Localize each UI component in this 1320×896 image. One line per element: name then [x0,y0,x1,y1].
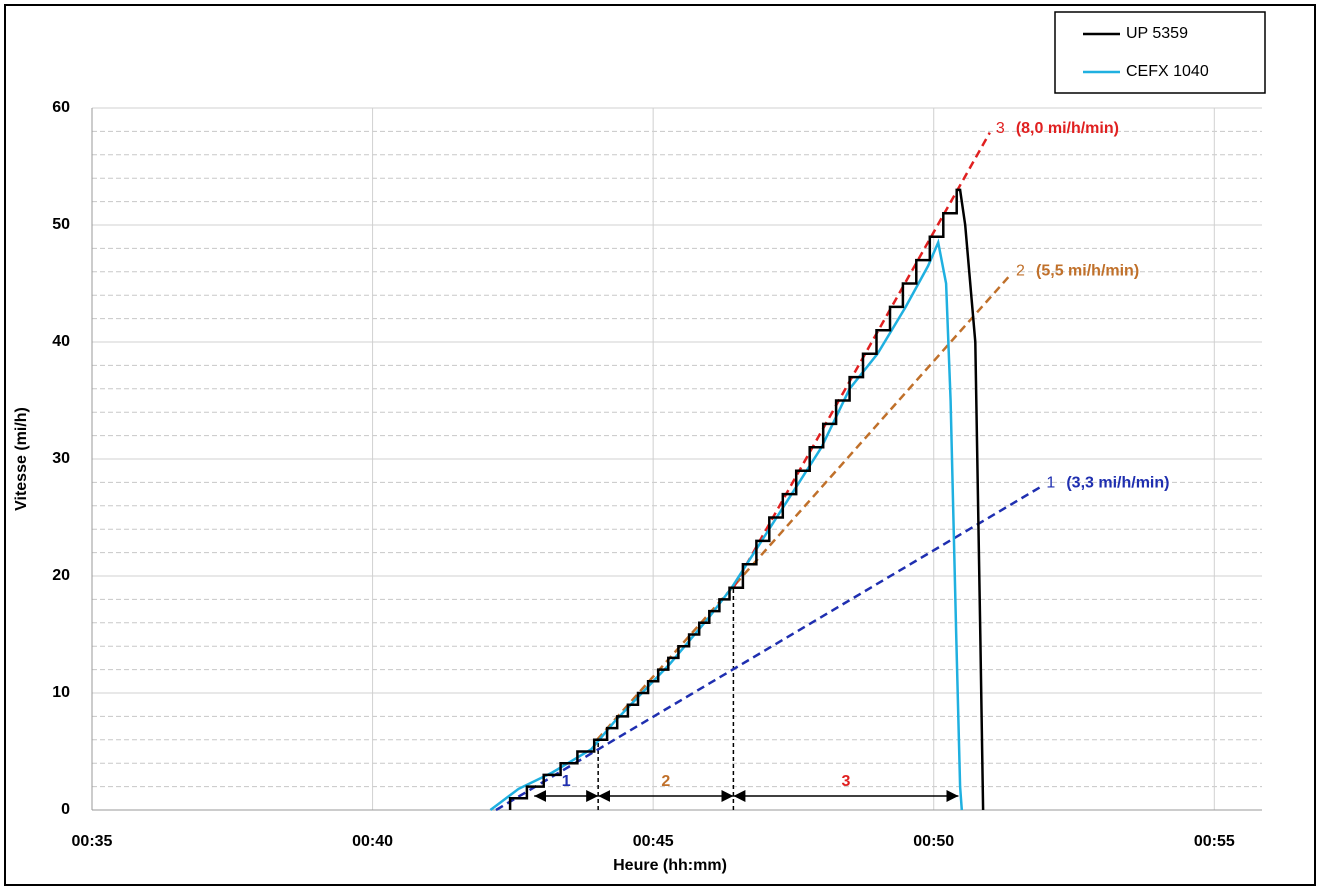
x-tick-label: 00:40 [352,833,393,850]
y-tick-label: 50 [52,216,70,233]
fit-number: 2 [1016,263,1025,280]
y-tick-label: 20 [52,567,70,584]
legend-label: CEFX 1040 [1126,63,1209,80]
fit-line [732,131,991,589]
fit-rate: (3,3 mi/h/min) [1066,474,1169,491]
legend-label: UP 5359 [1126,25,1188,42]
legend [1054,11,1266,94]
x-tick-label: 00:55 [1194,833,1235,850]
fit-rate: (8,0 mi/h/min) [1016,120,1119,137]
x-tick-label: 00:35 [72,833,113,850]
x-axis-label: Heure (hh:mm) [613,857,727,874]
segment-label: 1 [562,773,571,790]
segment-label: 3 [841,773,850,790]
y-axis-label: Vitesse (mi/h) [13,407,30,511]
x-tick-label: 00:50 [913,833,954,850]
fit-rate: (5,5 mi/h/min) [1036,263,1139,280]
fit-number: 3 [996,120,1005,137]
chart-border [4,4,1316,886]
x-tick-label: 00:45 [633,833,674,850]
y-tick-label: 60 [52,99,70,116]
y-tick-label: 0 [61,801,70,818]
fit-line [495,486,1041,812]
y-tick-label: 40 [52,333,70,350]
segment-label: 2 [661,773,670,790]
y-tick-label: 30 [52,450,70,467]
y-tick-label: 10 [52,684,70,701]
series-line [508,188,985,811]
fit-number: 1 [1046,474,1055,491]
